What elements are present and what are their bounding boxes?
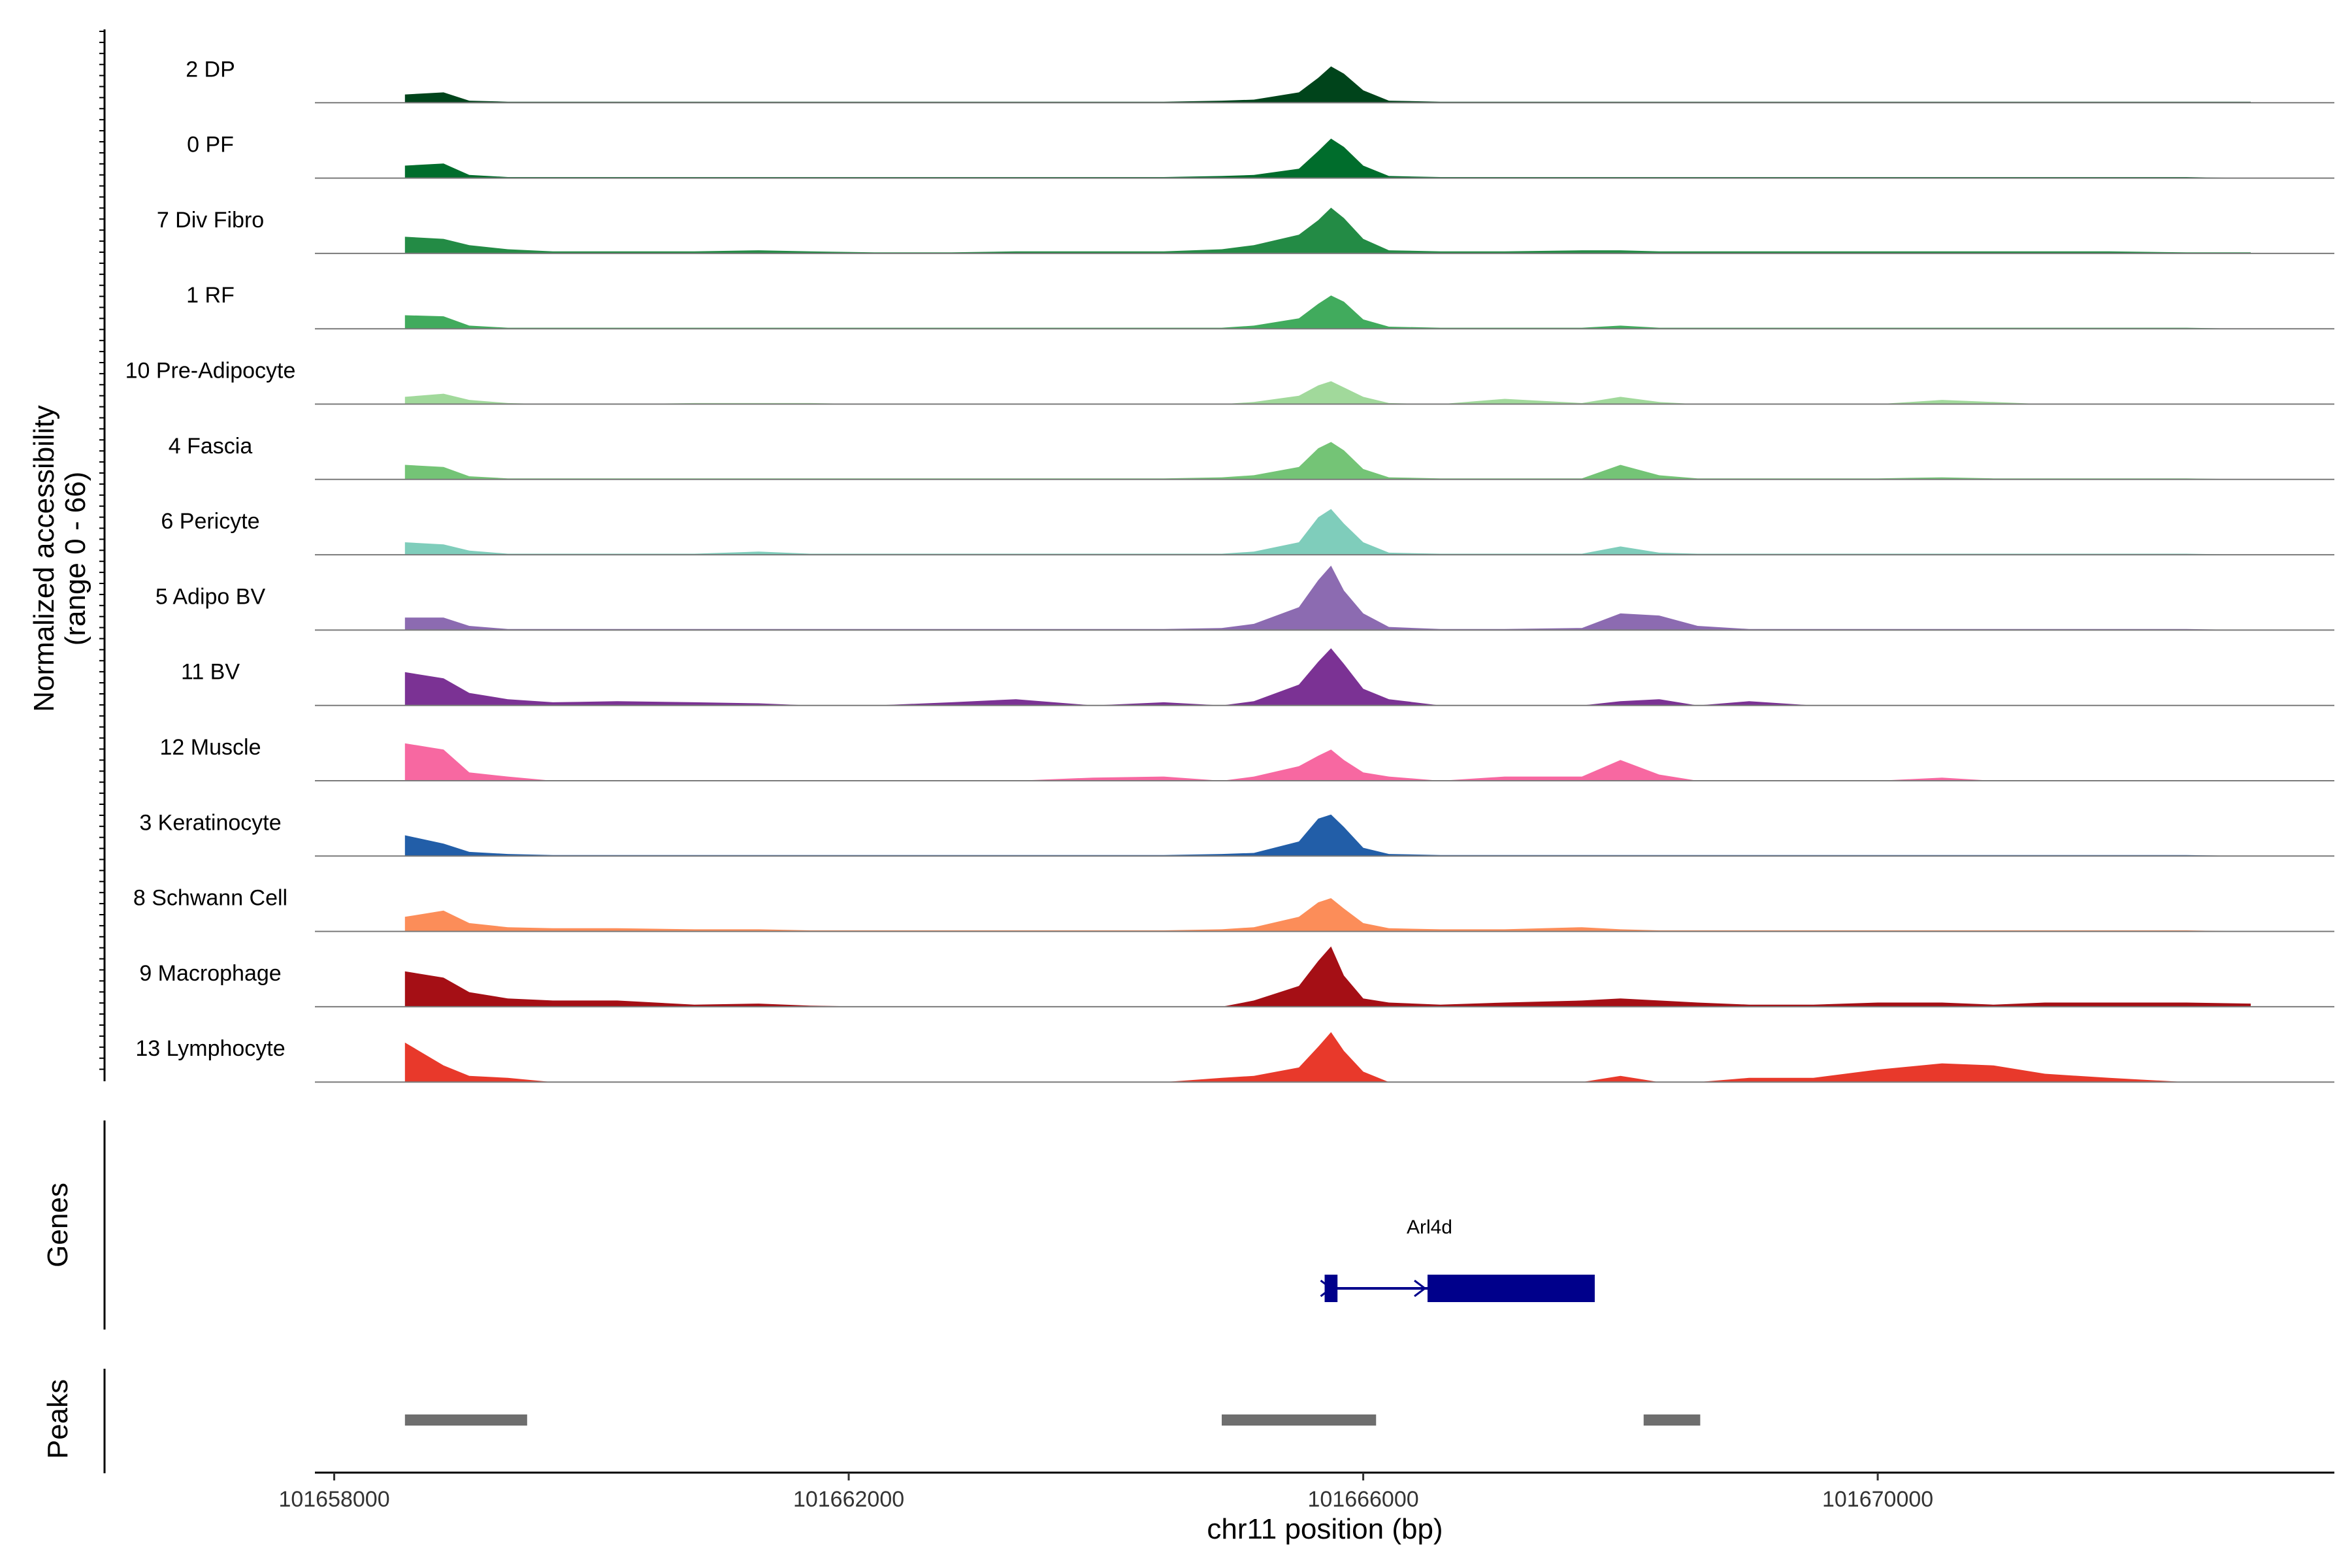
track-label: 7 Div Fibro [157, 208, 264, 233]
coverage-area [404, 442, 2251, 480]
coverage-area [404, 565, 2251, 630]
coverage-area [404, 207, 2251, 253]
coverage-track: 13 Lymphocyte [135, 1032, 2334, 1083]
coverage-track: 3 Keratinocyte [139, 810, 2334, 857]
track-label: 2 DP [186, 57, 235, 82]
coverage-area [404, 648, 2251, 706]
gene-model: Arl4d [1320, 1217, 1595, 1302]
coverage-area [404, 381, 2251, 404]
track-label: 1 RF [186, 283, 235, 308]
coverage-track: 4 Fascia [169, 434, 2334, 480]
x-axis-title: chr11 position (bp) [1207, 1513, 1443, 1545]
coverage-track: 2 DP [186, 57, 2334, 104]
x-tick-label: 101662000 [793, 1487, 904, 1512]
track-label: 0 PF [187, 133, 234, 157]
genes-panel-title: Genes [42, 1183, 74, 1267]
x-tick-label: 101658000 [278, 1487, 389, 1512]
x-axis-ticks: 101658000 101662000 101666000 101670000 [278, 1473, 1933, 1512]
coverage-track: 12 Muscle [160, 735, 2334, 781]
track-label: 13 Lymphocyte [135, 1036, 285, 1061]
peaks-panel [404, 1414, 1701, 1426]
peak-region [1221, 1414, 1377, 1426]
coverage-track: 10 Pre-Adipocyte [125, 359, 2334, 405]
coverage-y-axis-title-line2: (range 0 - 66) [59, 472, 91, 646]
track-label: 6 Pericyte [161, 509, 259, 534]
peaks-panel-title: Peaks [42, 1379, 74, 1459]
coverage-track: 1 RF [186, 283, 2334, 330]
peak-region [1643, 1414, 1701, 1426]
coverage-area [404, 66, 2251, 103]
coverage-track: 5 Adipo BV [155, 565, 2334, 631]
coverage-area [404, 743, 2251, 781]
coverage-area [404, 898, 2251, 932]
gene-label: Arl4d [1407, 1217, 1452, 1238]
track-label: 5 Adipo BV [155, 584, 266, 609]
coverage-track: 11 BV [181, 648, 2334, 706]
coverage-area [404, 509, 2251, 555]
x-tick-label: 101670000 [1822, 1487, 1933, 1512]
coverage-area [404, 295, 2251, 329]
track-label: 3 Keratinocyte [139, 810, 281, 835]
gene-exon [1324, 1275, 1338, 1302]
track-label: 4 Fascia [169, 434, 253, 459]
track-label: 9 Macrophage [139, 961, 281, 986]
coverage-track: 9 Macrophage [139, 946, 2334, 1007]
coverage-area [404, 139, 2251, 178]
coverage-track: 8 Schwann Cell [133, 886, 2334, 932]
strand-arrow-icon [1414, 1279, 1427, 1298]
coverage-panel: 2 DP 0 PF 7 Div Fibro 1 RF 10 Pre-Adipocyte 4… [125, 57, 2334, 1083]
track-label: 10 Pre-Adipocyte [125, 359, 296, 384]
x-tick-label: 101666000 [1307, 1487, 1418, 1512]
coverage-track: 6 Pericyte [161, 509, 2334, 556]
coverage-area [404, 814, 2251, 857]
track-label: 11 BV [181, 660, 240, 685]
coverage-track: 0 PF [187, 133, 2334, 179]
track-label: 12 Muscle [160, 735, 261, 760]
gene-exon [1428, 1275, 1595, 1302]
coverage-y-ticks [99, 31, 105, 1070]
coverage-track: 7 Div Fibro [157, 207, 2334, 254]
coverage-area [404, 946, 2251, 1007]
coverage-y-axis-title-line1: Normalized accessibility [28, 405, 60, 711]
peak-region [404, 1414, 527, 1426]
track-label: 8 Schwann Cell [133, 886, 287, 911]
coverage-area [404, 1032, 2251, 1083]
genes-panel: Arl4d [1320, 1217, 1595, 1302]
